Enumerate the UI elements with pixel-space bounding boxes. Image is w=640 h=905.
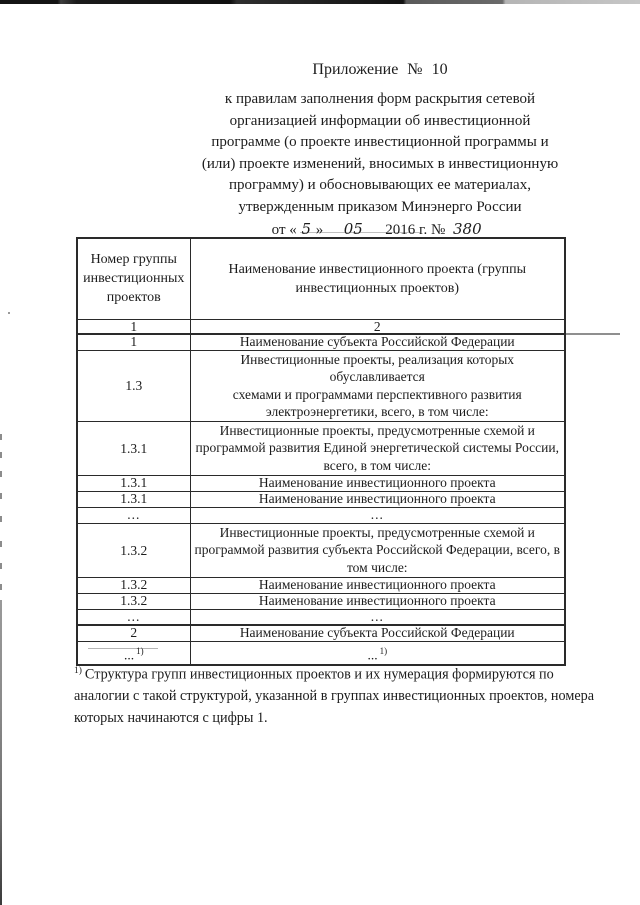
cell-line: программой развития Единой энергетическо… bbox=[195, 440, 559, 456]
group-number-cell: ... bbox=[76, 608, 191, 626]
cell-line: Инвестиционные проекты, реализация котор… bbox=[240, 351, 515, 385]
cell-line: Инвестиционные проекты, предусмотренные … bbox=[219, 524, 535, 540]
footnote-line: аналогии с такой структурой, указанной в… bbox=[74, 688, 595, 705]
group-number-cell: 1.3.1 bbox=[76, 490, 191, 508]
handwritten-month: 05 bbox=[330, 221, 377, 238]
scan-artifact bbox=[0, 493, 2, 499]
cell-line: схемами и программами перспективного раз… bbox=[232, 386, 522, 402]
scan-artifact-left-edge bbox=[0, 600, 2, 905]
appendix-title: Приложение № 10 bbox=[312, 61, 448, 78]
table-row: 1.3.1 Наименование инвестиционного проек… bbox=[76, 474, 566, 492]
col-header-line: инвестиционных bbox=[83, 271, 185, 287]
col-header-line: проектов bbox=[106, 290, 161, 306]
group-number-cell: 1.3.1 bbox=[76, 420, 191, 476]
project-name-cell: Инвестиционные проекты, реализация котор… bbox=[189, 349, 566, 422]
footnote-line: которых начинаются с цифры 1. bbox=[74, 709, 268, 726]
footnote-line: 1) Структура групп инвестиционных проекто… bbox=[74, 661, 594, 686]
table-header-row: Номер группы инвестиционных проектов Наи… bbox=[76, 237, 566, 320]
appendix-subtitle-line: (или) проекте изменений, вносимых в инве… bbox=[201, 155, 559, 172]
group-number-cell: 1 bbox=[76, 333, 191, 351]
appendix-header: Приложение № 10 к правилам заполнения фо… bbox=[150, 60, 610, 241]
date-after-day: » bbox=[315, 221, 324, 238]
table-row: 2 Наименование субъекта Российской Федер… bbox=[76, 624, 566, 642]
scan-artifact-top-edge bbox=[0, 0, 640, 4]
appendix-subtitle-line: программе (о проекте инвестиционной прог… bbox=[211, 134, 549, 150]
footnote: 1) Структура групп инвестиционных проекто… bbox=[74, 661, 594, 729]
group-number-cell: ... bbox=[76, 506, 191, 524]
group-number-cell: 1.3.2 bbox=[76, 576, 191, 594]
dots-placeholder: ... bbox=[367, 647, 378, 662]
project-name-cell: Инвестиционные проекты, предусмотренные … bbox=[189, 420, 566, 476]
project-name-cell: ... bbox=[189, 506, 566, 524]
table-row: 1.3.1 Наименование инвестиционного проек… bbox=[76, 490, 566, 508]
date-middle: 2016 г. № bbox=[385, 221, 446, 238]
scan-artifact bbox=[0, 471, 2, 477]
table-row: 1.3.2 Инвестиционные проекты, предусмотр… bbox=[76, 522, 566, 578]
column-index-cell: 1 bbox=[76, 318, 191, 335]
group-number-cell: 1.3.2 bbox=[76, 592, 191, 610]
cell-line: электроэнергетики, всего, в том числе: bbox=[265, 404, 489, 419]
scan-artifact bbox=[0, 452, 2, 458]
project-name-cell: Наименование инвестиционного проекта bbox=[189, 490, 566, 508]
col-header-group-number: Номер группы инвестиционных проектов bbox=[76, 237, 191, 320]
group-number-cell: 1.3 bbox=[76, 349, 191, 422]
footnote-reference: 1) bbox=[379, 645, 388, 656]
scan-artifact bbox=[0, 516, 2, 522]
investment-projects-table: Номер группы инвестиционных проектов Наи… bbox=[76, 237, 566, 666]
group-number-cell: 2 bbox=[76, 624, 191, 642]
table-row: ... ... bbox=[76, 608, 566, 626]
project-name-cell: Наименование субъекта Российской Федерац… bbox=[189, 333, 566, 351]
footnote-reference: 1) bbox=[136, 645, 144, 656]
column-index-cell: 2 bbox=[189, 318, 566, 335]
column-index-row: 1 2 bbox=[76, 318, 566, 335]
project-name-cell: Наименование инвестиционного проекта bbox=[189, 576, 566, 594]
scan-artifact bbox=[0, 434, 2, 440]
scan-artifact bbox=[0, 541, 2, 547]
dots-placeholder: ... bbox=[123, 647, 135, 662]
appendix-subtitle-line: программу) и обосновывающих ее материала… bbox=[229, 177, 531, 193]
handwritten-day: 5 bbox=[297, 221, 315, 238]
cell-line: программой развития субъекта Российской … bbox=[194, 542, 560, 558]
col-header-line: Номер группы bbox=[90, 252, 177, 268]
project-name-cell: Инвестиционные проекты, предусмотренные … bbox=[189, 522, 566, 578]
col-header-project-name: Наименование инвестиционного проекта (гр… bbox=[189, 237, 566, 320]
table-row: 1.3.2 Наименование инвестиционного проек… bbox=[76, 592, 566, 610]
footnote-text: Структура групп инвестиционных проектов … bbox=[84, 666, 554, 683]
cell-line: том числе: bbox=[346, 559, 408, 575]
table-row: 1.3 Инвестиционные проекты, реализация к… bbox=[76, 349, 566, 422]
project-name-cell: ... bbox=[189, 608, 566, 626]
project-name-cell: Наименование инвестиционного проекта bbox=[189, 592, 566, 610]
group-number-cell: 1.3.2 bbox=[76, 522, 191, 578]
table-row: ... ... bbox=[76, 506, 566, 524]
table-row: 1.3.2 Наименование инвестиционного проек… bbox=[76, 576, 566, 594]
order-date-line: от «5» 05 2016 г. № 380 bbox=[150, 219, 610, 241]
project-name-cell: Наименование инвестиционного проекта bbox=[189, 474, 566, 492]
project-name-cell: Наименование субъекта Российской Федерац… bbox=[189, 624, 566, 642]
date-prefix: от « bbox=[271, 221, 297, 238]
appendix-subtitle-line: утвержденным приказом Минэнерго России bbox=[238, 198, 522, 215]
group-number-cell: ... 1) bbox=[76, 640, 191, 666]
scan-artifact bbox=[566, 333, 620, 335]
scan-artifact bbox=[300, 232, 420, 233]
project-name-cell: ... 1) bbox=[189, 640, 566, 666]
table-row: ... 1) ... 1) bbox=[76, 640, 566, 666]
table-row: 1 Наименование субъекта Российской Федер… bbox=[76, 333, 566, 351]
group-number-cell: 1.3.1 bbox=[76, 474, 191, 492]
handwritten-order-number: 380 bbox=[446, 221, 489, 238]
appendix-subtitle-line: организацией информации об инвестиционно… bbox=[229, 112, 531, 129]
scan-artifact bbox=[0, 584, 2, 590]
table-row: 1.3.1 Инвестиционные проекты, предусмотр… bbox=[76, 420, 566, 476]
appendix-subtitle-line: к правилам заполнения форм раскрытия сет… bbox=[224, 91, 536, 107]
scan-artifact bbox=[8, 312, 10, 314]
cell-line: всего, в том числе: bbox=[323, 457, 431, 473]
cell-line: Инвестиционные проекты, предусмотренные … bbox=[219, 422, 535, 438]
footnote-marker: 1) bbox=[74, 666, 82, 676]
scan-artifact bbox=[0, 563, 2, 569]
